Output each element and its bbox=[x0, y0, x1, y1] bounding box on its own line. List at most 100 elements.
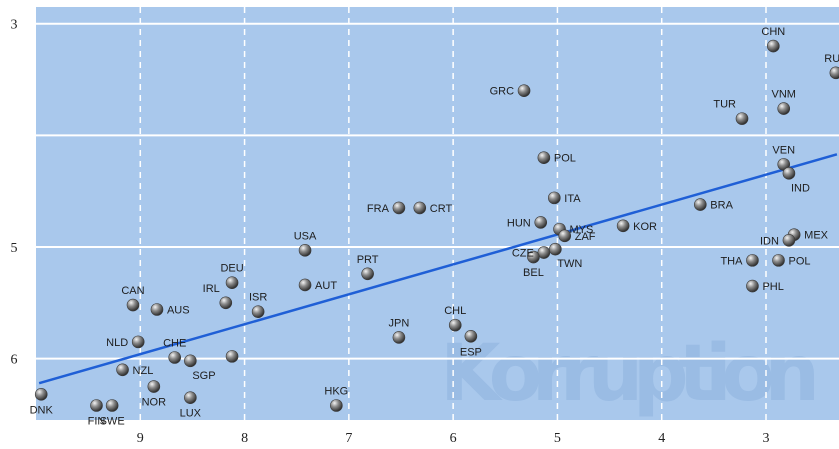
data-point bbox=[782, 167, 796, 180]
point-label: PRT bbox=[357, 254, 379, 266]
point-label: RUS bbox=[824, 53, 839, 65]
data-point bbox=[616, 219, 630, 233]
point-label: HUN bbox=[507, 217, 531, 229]
data-point bbox=[782, 233, 796, 247]
point-label: ZAF bbox=[575, 231, 596, 243]
data-point bbox=[766, 39, 780, 53]
point-label: FRA bbox=[367, 203, 390, 215]
data-point bbox=[150, 303, 164, 316]
point-label: NZL bbox=[133, 365, 154, 377]
data-point bbox=[558, 229, 572, 243]
data-point bbox=[392, 201, 406, 215]
data-point bbox=[392, 331, 406, 344]
point-label: CHN bbox=[761, 26, 785, 38]
x-tick-label: 4 bbox=[658, 431, 665, 446]
point-label: VNM bbox=[772, 89, 796, 101]
data-point bbox=[777, 102, 791, 115]
data-point bbox=[184, 354, 197, 368]
y-axis-ticks: 3 5 6 bbox=[11, 18, 18, 368]
point-label: POL bbox=[554, 153, 576, 165]
data-point bbox=[126, 298, 140, 312]
data-point bbox=[298, 278, 312, 292]
data-point bbox=[735, 112, 749, 125]
point-label: GRC bbox=[490, 86, 515, 98]
x-tick-label: 6 bbox=[450, 431, 457, 446]
point-label: NOR bbox=[142, 397, 167, 409]
point-label: NLD bbox=[106, 337, 128, 349]
data-point bbox=[225, 350, 239, 363]
point-label: ESP bbox=[460, 346, 482, 358]
data-point bbox=[534, 216, 548, 229]
point-label: BEL bbox=[523, 267, 544, 279]
point-label: AUS bbox=[167, 304, 190, 316]
data-point bbox=[517, 84, 531, 98]
data-point bbox=[527, 250, 540, 264]
point-label: TUR bbox=[713, 99, 736, 111]
data-point bbox=[184, 391, 197, 404]
data-point bbox=[219, 296, 233, 310]
point-label: CZE bbox=[512, 248, 534, 260]
point-label: PHL bbox=[762, 281, 783, 293]
data-point bbox=[448, 318, 462, 332]
point-label: USA bbox=[294, 230, 317, 242]
point-label: SGP bbox=[192, 370, 215, 382]
point-label: CHE bbox=[163, 337, 186, 349]
data-point bbox=[464, 329, 478, 343]
point-label: KOR bbox=[633, 221, 657, 233]
point-label: SWE bbox=[100, 415, 125, 427]
data-point bbox=[829, 66, 839, 80]
point-label: LUX bbox=[180, 408, 202, 420]
point-label: DNK bbox=[30, 404, 54, 416]
x-tick-label: 7 bbox=[345, 431, 352, 446]
data-point bbox=[537, 151, 551, 164]
point-label: FIN bbox=[88, 415, 106, 427]
data-point bbox=[168, 351, 181, 364]
y-tick-label: 3 bbox=[11, 18, 18, 33]
data-point bbox=[549, 242, 562, 256]
data-point bbox=[116, 363, 129, 377]
point-label: IDN bbox=[760, 235, 779, 247]
point-label: IRL bbox=[203, 283, 220, 295]
data-points bbox=[34, 39, 839, 412]
point-label: VEN bbox=[772, 144, 795, 156]
point-label: MEX bbox=[804, 230, 829, 242]
data-point bbox=[330, 399, 343, 412]
data-point bbox=[413, 201, 427, 215]
point-label: ISR bbox=[249, 292, 267, 304]
point-label: DEU bbox=[220, 263, 243, 275]
data-point bbox=[131, 335, 145, 349]
data-point bbox=[772, 254, 785, 267]
x-tick-label: 8 bbox=[241, 431, 248, 446]
data-point bbox=[361, 267, 374, 281]
point-label: BRA bbox=[710, 200, 733, 212]
point-label: MYS bbox=[570, 224, 594, 236]
data-point bbox=[547, 191, 561, 205]
point-label: IND bbox=[791, 182, 810, 194]
point-label: AUT bbox=[315, 280, 337, 292]
x-tick-label: 9 bbox=[137, 431, 144, 446]
data-point bbox=[298, 244, 312, 257]
point-label: ITA bbox=[564, 193, 581, 205]
point-label: JPN bbox=[389, 317, 410, 329]
point-label: CRT bbox=[430, 203, 453, 215]
data-point bbox=[90, 399, 103, 412]
data-point bbox=[147, 380, 161, 393]
data-point bbox=[746, 254, 759, 267]
x-tick-label: 3 bbox=[763, 431, 770, 446]
data-point bbox=[105, 399, 119, 412]
data-point bbox=[225, 276, 239, 290]
point-label: HKG bbox=[324, 385, 348, 397]
watermark-text: Korruption bbox=[440, 329, 820, 419]
point-label: CHL bbox=[444, 305, 466, 317]
point-label: POL bbox=[789, 255, 811, 267]
data-point bbox=[34, 388, 48, 401]
point-label: CAN bbox=[121, 285, 144, 297]
point-label: THA bbox=[720, 255, 743, 267]
x-tick-label: 5 bbox=[554, 431, 561, 446]
point-label: TWN bbox=[557, 258, 582, 270]
y-tick-label: 5 bbox=[11, 241, 18, 256]
data-point bbox=[251, 305, 265, 319]
data-point bbox=[746, 279, 759, 293]
